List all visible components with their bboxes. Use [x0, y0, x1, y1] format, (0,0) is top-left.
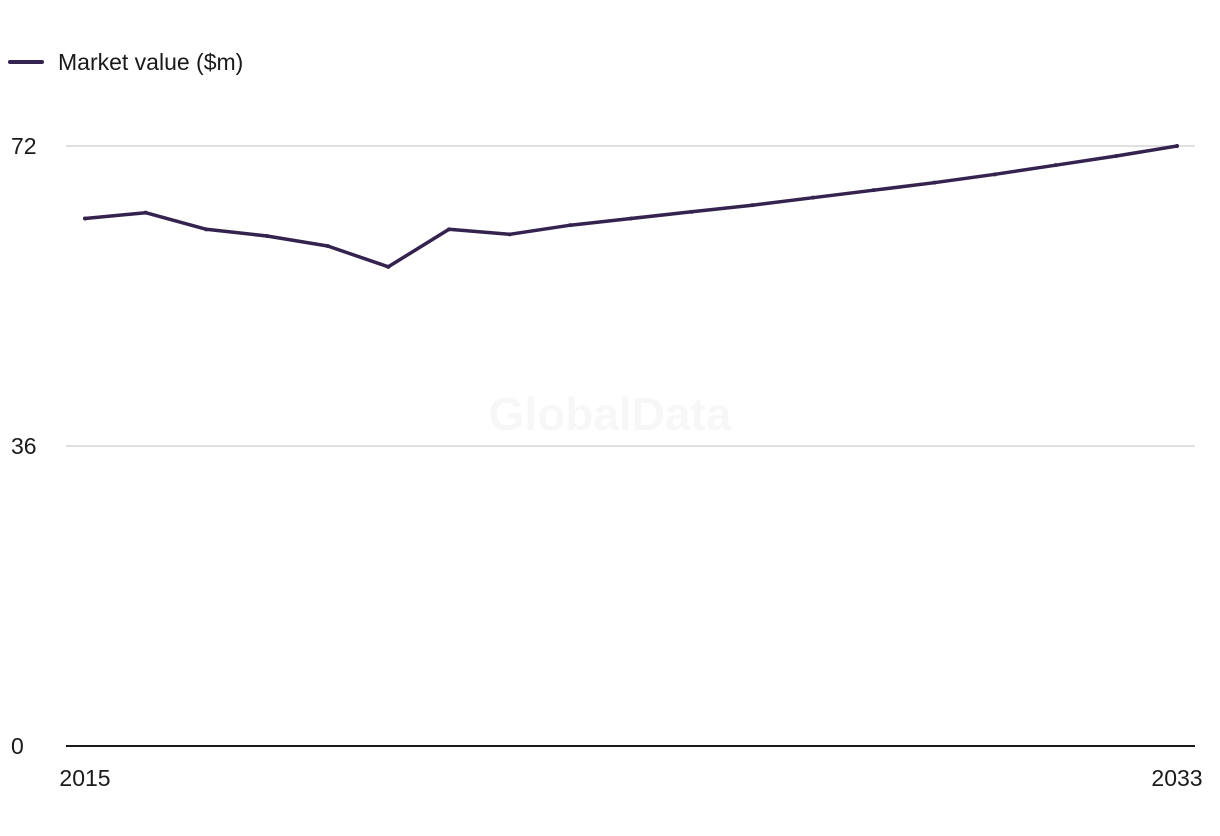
data-point-2022 [507, 232, 512, 237]
y-tick-label-36: 36 [11, 433, 37, 459]
data-point-2030 [993, 172, 997, 177]
x-tick-label-2033: 2033 [1151, 765, 1202, 791]
data-point-2029 [932, 180, 937, 185]
data-point-2015 [83, 216, 87, 221]
legend-label: Market value ($m) [58, 49, 243, 75]
watermark: GlobalData [489, 388, 732, 440]
data-point-2027 [811, 195, 815, 200]
y-tick-label-0: 0 [11, 733, 24, 759]
series [83, 144, 1179, 269]
data-point-2023 [568, 223, 573, 228]
data-point-2019 [325, 244, 330, 248]
data-point-2021 [447, 227, 451, 232]
data-point-2033 [1175, 144, 1179, 148]
gridlines [66, 145, 1195, 447]
data-point-2032 [1114, 154, 1119, 158]
data-point-2024 [629, 216, 633, 221]
y-tick-label-72: 72 [11, 133, 37, 159]
y-tick-labels: 0 36 72 [11, 133, 37, 759]
series-line-0 [83, 144, 1179, 269]
data-point-2018 [265, 234, 269, 238]
data-point-2016 [143, 210, 148, 215]
data-point-2028 [871, 188, 876, 193]
x-tick-labels: 2015 2033 [59, 765, 1202, 791]
data-point-2020 [386, 264, 391, 269]
data-point-2017 [204, 227, 209, 232]
data-point-2031 [1053, 163, 1058, 168]
x-tick-label-2015: 2015 [59, 765, 110, 791]
data-point-2026 [750, 203, 755, 208]
data-point-2025 [689, 209, 694, 214]
legend: Market value ($m) [8, 49, 243, 75]
